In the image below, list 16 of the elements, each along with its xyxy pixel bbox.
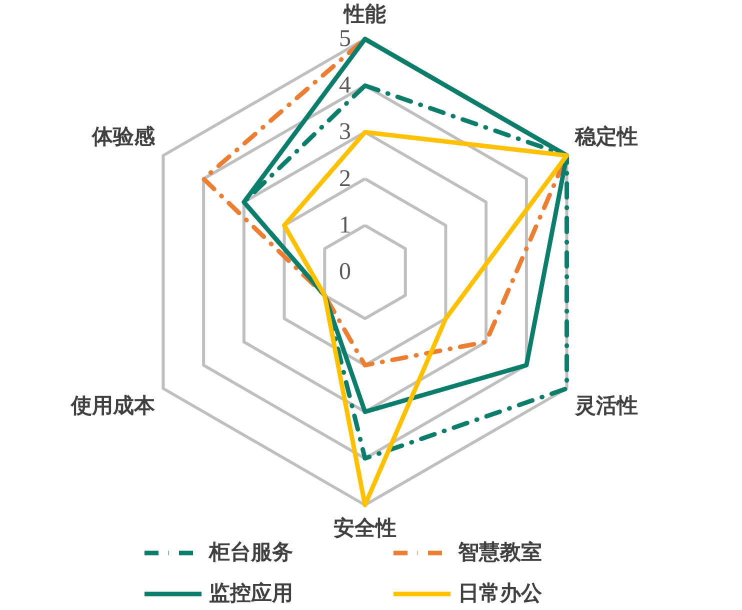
y-tick-label: 2 (339, 166, 351, 192)
y-tick-label: 1 (339, 212, 351, 238)
y-tick-label: 0 (339, 259, 351, 285)
spoke-label: 灵活性 (574, 394, 638, 418)
spoke-label: 稳定性 (574, 124, 638, 148)
legend-label: 日常办公 (458, 581, 543, 605)
spoke-label: 安全性 (334, 516, 396, 540)
y-tick-label: 4 (339, 72, 351, 99)
y-tick-label: 3 (339, 119, 351, 146)
spoke-label: 体验感 (91, 124, 156, 148)
legend-label: 柜台服务 (208, 540, 293, 564)
legend-label: 智慧教室 (457, 540, 542, 564)
legend-label: 监控应用 (209, 581, 293, 605)
spoke-label: 性能 (342, 2, 386, 26)
spoke-label: 使用成本 (70, 394, 156, 418)
y-tick-label: 5 (339, 26, 351, 52)
